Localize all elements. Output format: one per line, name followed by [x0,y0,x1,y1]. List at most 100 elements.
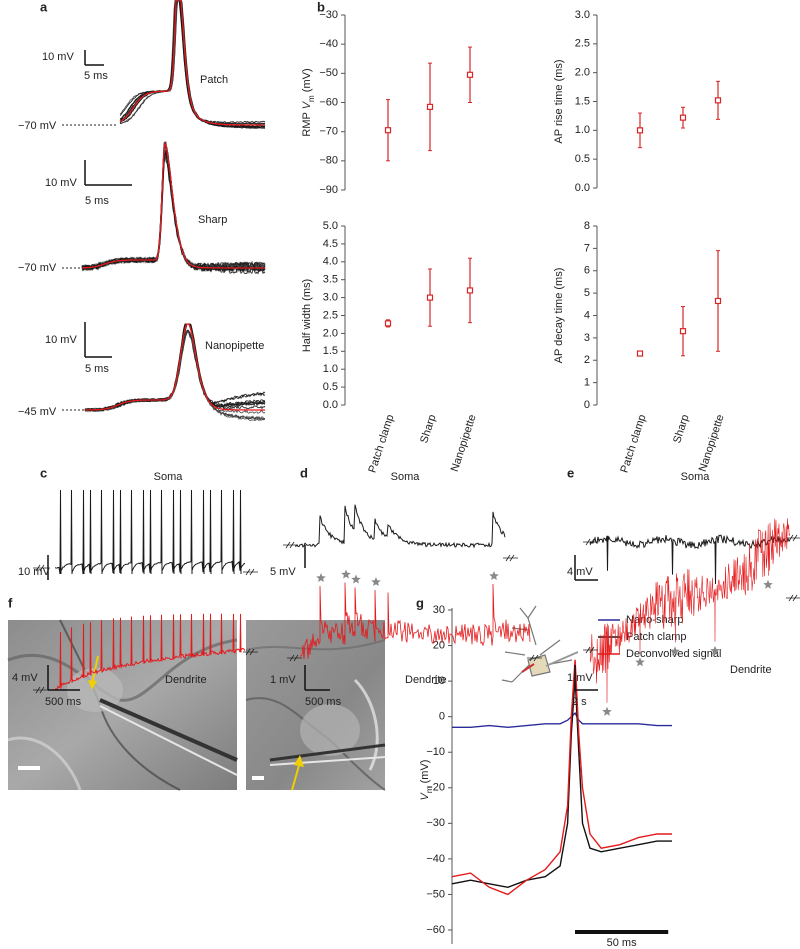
panel-letter: c [40,465,47,480]
y-axis-label-part: m [425,786,434,793]
y-tick-label: 4 [584,309,590,321]
mean-marker [426,103,434,110]
y-axis-label: AP decay time (ms) [553,268,565,364]
panel-letter: g [416,595,424,610]
axis-break [503,554,518,562]
axis-break [243,648,258,656]
y-tick-label: −30 [426,817,445,829]
label: −45 mV [18,406,57,418]
mean-marker [384,320,392,327]
event-marker [670,646,680,656]
mean-marker [679,328,687,335]
line-series [451,677,672,889]
event-marker [316,573,326,582]
event-marker [602,706,612,716]
y-tick-label: 3.0 [323,292,338,304]
label: Sharp [198,214,227,226]
y-tick-label: −60 [319,96,338,108]
y-tick-label: 30 [433,604,445,616]
y-axis-label: RMP Vm (mV) [301,68,316,136]
label: 500 ms [45,696,82,708]
neuron-sketch [501,605,579,683]
label: 4 mV [567,566,593,578]
event-marker [351,574,361,584]
y-tick-label: 0.5 [575,153,590,165]
y-tick-label: −60 [426,924,445,936]
category-label: Patch clamp [618,413,648,474]
trace [85,323,266,412]
label: Dendrite [730,664,772,676]
y-axis-label-part: (mV) [419,760,431,787]
y-tick-label: −20 [426,782,445,794]
y-tick-label: 1 [584,377,590,389]
y-tick-label: 2.5 [323,309,338,321]
y-tick-label: −40 [426,853,445,865]
label: 5 ms [85,363,109,375]
label: 2 s [572,696,587,708]
y-tick-label: 3.5 [323,274,338,286]
micrograph-1 [7,619,238,791]
scale-bar-label: 50 ms [607,937,637,949]
trace [294,504,506,549]
y-tick-label: −30 [319,9,338,21]
label: 4 mV [12,672,38,684]
line-series [452,711,672,729]
trace [85,323,265,411]
label: −70 mV [18,120,57,132]
y-tick-label: 10 [433,675,445,687]
y-tick-label: −50 [426,888,445,900]
category-label: Sharp [671,413,691,445]
y-tick-label: 0 [584,399,590,411]
legend-label: Patch clamp [626,631,687,643]
category-label: Patch clamp [366,413,396,474]
trace [589,518,791,703]
axis-break [243,568,258,576]
trace [299,582,531,660]
y-tick-label: −90 [319,184,338,196]
mean-marker [679,114,687,121]
y-tick-label: 0.0 [575,182,590,194]
label: 10 mV [18,566,50,578]
mean-marker [426,294,434,301]
event-marker [635,657,645,667]
trace [81,153,266,271]
label: 10 mV [42,51,74,63]
axis-break [287,654,302,662]
y-tick-label: 6 [584,265,590,277]
y-tick-label: 2 [584,354,590,366]
axis-break [33,686,48,694]
mean-marker [636,127,644,134]
y-tick-label: 1.5 [323,345,338,357]
trace [589,534,791,585]
y-tick-label: 3.0 [575,9,590,21]
label: Nanopipette [205,340,264,352]
axis-break [786,534,800,542]
label: 10 mV [45,177,77,189]
axis-break [33,564,48,572]
category-label: Nanopipette [449,413,479,473]
y-tick-label: −80 [319,155,338,167]
y-axis-label: Half width (ms) [301,279,313,352]
label: 1 mV [270,674,296,686]
line-series [451,659,672,896]
event-marker [371,577,381,586]
trace [84,323,266,414]
mean-marker [466,287,474,294]
y-tick-label: 7 [584,242,590,254]
y-tick-label: 5 [584,287,590,299]
category-label: Sharp [418,413,438,445]
y-tick-label: 4.0 [323,256,338,268]
label: 1 mV [567,672,593,684]
axis-break [786,594,800,602]
trace [119,0,265,126]
y-axis-label-part: V [301,100,313,109]
y-tick-label: −70 [319,126,338,138]
y-tick-label: −50 [319,67,338,79]
y-axis-label: Vm (mV) [419,760,434,801]
label: 500 ms [305,696,342,708]
trace [54,489,246,575]
y-axis-label-part: m [307,95,316,102]
axis-break [583,538,598,546]
label: Soma [154,471,184,483]
